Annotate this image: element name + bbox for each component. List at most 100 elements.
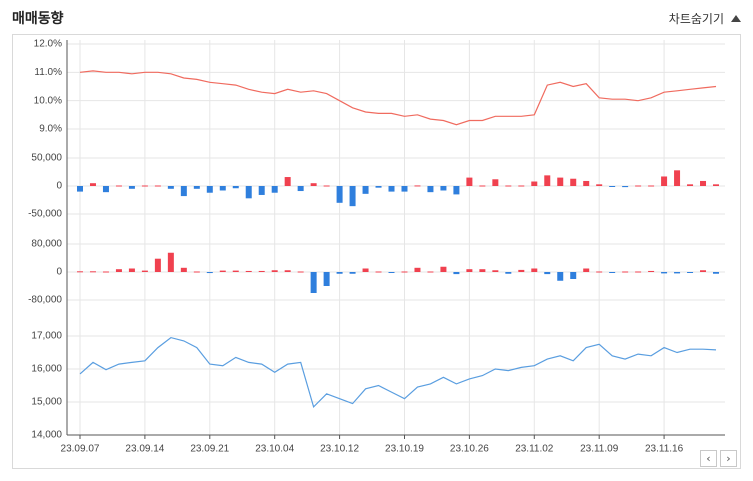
x-tick-label: 23.11.02 <box>515 444 554 455</box>
bar-panel-3 <box>362 268 369 272</box>
bar-panel-2 <box>596 184 603 186</box>
bar-panel-3 <box>492 270 499 272</box>
x-tick-label: 23.10.12 <box>320 444 359 455</box>
bar-panel-3 <box>323 272 330 286</box>
prev-button[interactable]: ‹ <box>700 450 717 467</box>
x-tick-label: 23.09.14 <box>125 444 164 455</box>
y-tick-label: 17,000 <box>31 331 62 342</box>
bar-panel-3 <box>544 272 551 275</box>
bar-panel-2 <box>700 180 707 186</box>
bar-panel-2 <box>648 185 655 187</box>
y-tick-label: 0 <box>56 267 62 278</box>
bar-panel-3 <box>466 269 473 272</box>
bar-panel-2 <box>297 186 304 192</box>
bar-panel-2 <box>531 181 538 186</box>
bar-panel-3 <box>336 272 343 274</box>
bar-panel-3 <box>154 258 161 272</box>
bar-panel-3 <box>648 270 655 272</box>
bar-panel-3 <box>77 271 83 273</box>
y-tick-label: -80,000 <box>28 295 62 306</box>
y-tick-label: 14,000 <box>31 430 62 441</box>
bar-panel-2 <box>362 186 369 194</box>
chart-frame <box>12 34 741 469</box>
bar-panel-3 <box>206 272 213 274</box>
bar-panel-2 <box>687 184 694 186</box>
y-tick-label: -50,000 <box>28 209 62 220</box>
bar-panel-2 <box>414 185 421 187</box>
bar-panel-2 <box>674 170 681 186</box>
bar-panel-2 <box>310 183 317 186</box>
bar-panel-3 <box>271 270 278 272</box>
bar-panel-2 <box>284 177 291 186</box>
bar-panel-2 <box>544 175 551 186</box>
x-tick-label: 23.10.19 <box>385 444 424 455</box>
bar-panel-3 <box>596 271 603 273</box>
next-button[interactable]: › <box>720 450 737 467</box>
page-title: 매매동향 <box>12 11 64 27</box>
bar-panel-2 <box>258 186 265 195</box>
bar-panel-2 <box>492 179 499 186</box>
y-tick-label: 15,000 <box>31 397 62 408</box>
bar-panel-2 <box>245 186 252 199</box>
bar-panel-3 <box>115 269 122 272</box>
bar-panel-2 <box>570 178 577 186</box>
bar-panel-3 <box>128 268 135 272</box>
bar-panel-2 <box>713 184 719 186</box>
bar-panel-2 <box>206 186 213 193</box>
bar-panel-3 <box>609 272 616 273</box>
y-tick-label: 0 <box>56 181 62 192</box>
x-tick-label: 23.09.21 <box>190 444 229 455</box>
bar-panel-2 <box>427 186 434 193</box>
bar-panel-2 <box>336 186 343 203</box>
bar-panel-2 <box>154 185 161 187</box>
x-tick-label: 23.10.26 <box>450 444 489 455</box>
bar-panel-2 <box>115 185 122 187</box>
bar-panel-3 <box>453 272 460 275</box>
bar-panel-2 <box>232 186 239 189</box>
bar-panel-3 <box>427 271 434 273</box>
bar-panel-2 <box>128 186 135 189</box>
bar-panel-3 <box>531 268 538 272</box>
bar-panel-2 <box>219 186 226 191</box>
bar-panel-3 <box>349 272 356 274</box>
bar-panel-3 <box>102 271 109 273</box>
bar-panel-2 <box>622 186 629 188</box>
bar-panel-3 <box>401 271 408 273</box>
bar-panel-2 <box>180 186 187 197</box>
y-tick-label: 11.0% <box>34 67 62 78</box>
bar-panel-3 <box>193 271 200 273</box>
bar-panel-3 <box>89 271 96 273</box>
bar-panel-2 <box>453 186 460 195</box>
bar-panel-3 <box>622 271 629 273</box>
bar-panel-2 <box>323 185 330 187</box>
bar-panel-3 <box>700 270 707 272</box>
hide-chart-toggle[interactable]: 차트숨기기 <box>669 10 741 27</box>
bar-panel-3 <box>687 272 694 273</box>
bar-panel-3 <box>557 272 564 281</box>
bar-panel-2 <box>89 183 96 186</box>
bar-panel-2 <box>661 176 668 186</box>
bar-panel-3 <box>375 271 382 273</box>
x-tick-label: 23.11.09 <box>580 444 619 455</box>
bar-panel-3 <box>414 267 421 272</box>
bar-panel-2 <box>167 186 174 189</box>
chevron-right-icon: › <box>726 452 731 465</box>
bar-panel-3 <box>180 267 187 272</box>
bar-panel-3 <box>674 272 681 274</box>
bar-panel-2 <box>193 186 200 189</box>
x-tick-label: 23.11.16 <box>645 444 684 455</box>
y-tick-label: 12.0% <box>34 39 62 50</box>
bar-panel-2 <box>583 180 590 186</box>
bar-panel-2 <box>141 185 148 187</box>
y-tick-label: 10.0% <box>34 95 62 106</box>
bar-panel-3 <box>479 269 486 272</box>
bar-panel-2 <box>102 186 109 193</box>
bar-panel-2 <box>518 185 525 187</box>
bar-panel-2 <box>635 185 642 187</box>
y-tick-label: 9.0% <box>39 124 62 135</box>
bar-panel-3 <box>518 269 525 272</box>
bar-panel-3 <box>245 270 252 272</box>
bar-panel-3 <box>219 270 226 272</box>
y-tick-label: 16,000 <box>31 364 62 375</box>
